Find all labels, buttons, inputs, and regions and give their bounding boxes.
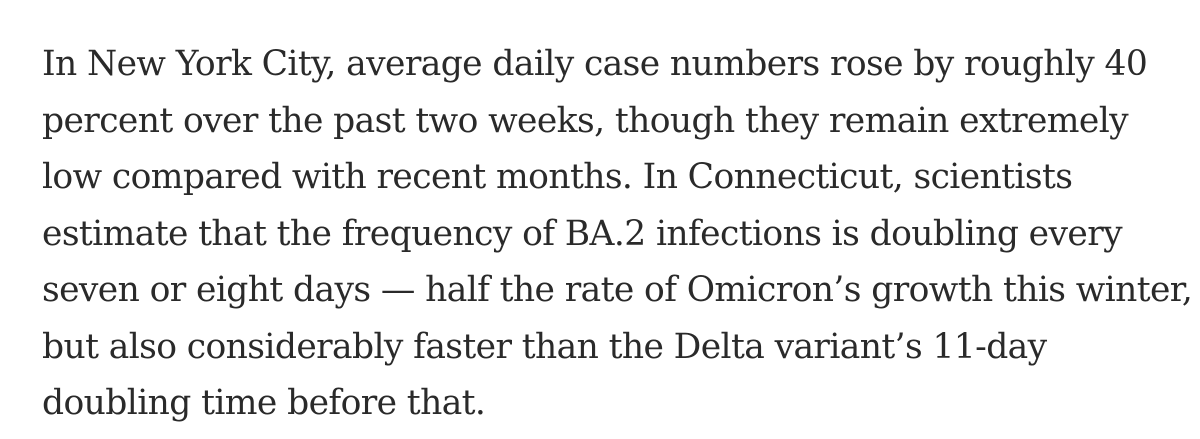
paragraph-line-4: estimate that the frequency of BA.2 infe… (42, 213, 1123, 254)
paragraph-line-5: seven or eight days — half the rate of O… (42, 270, 1193, 310)
article-paragraph: In New York City, average daily case num… (42, 36, 1193, 432)
paragraph-line-1: In New York City, average daily case num… (42, 44, 1148, 84)
paragraph-line-2: percent over the past two weeks, though … (42, 100, 1129, 141)
paragraph-line-6: but also considerably faster than the De… (42, 326, 1047, 367)
paragraph-line-3: low compared with recent months. In Conn… (42, 157, 1073, 197)
paragraph-line-7: doubling time before that. (42, 383, 486, 423)
